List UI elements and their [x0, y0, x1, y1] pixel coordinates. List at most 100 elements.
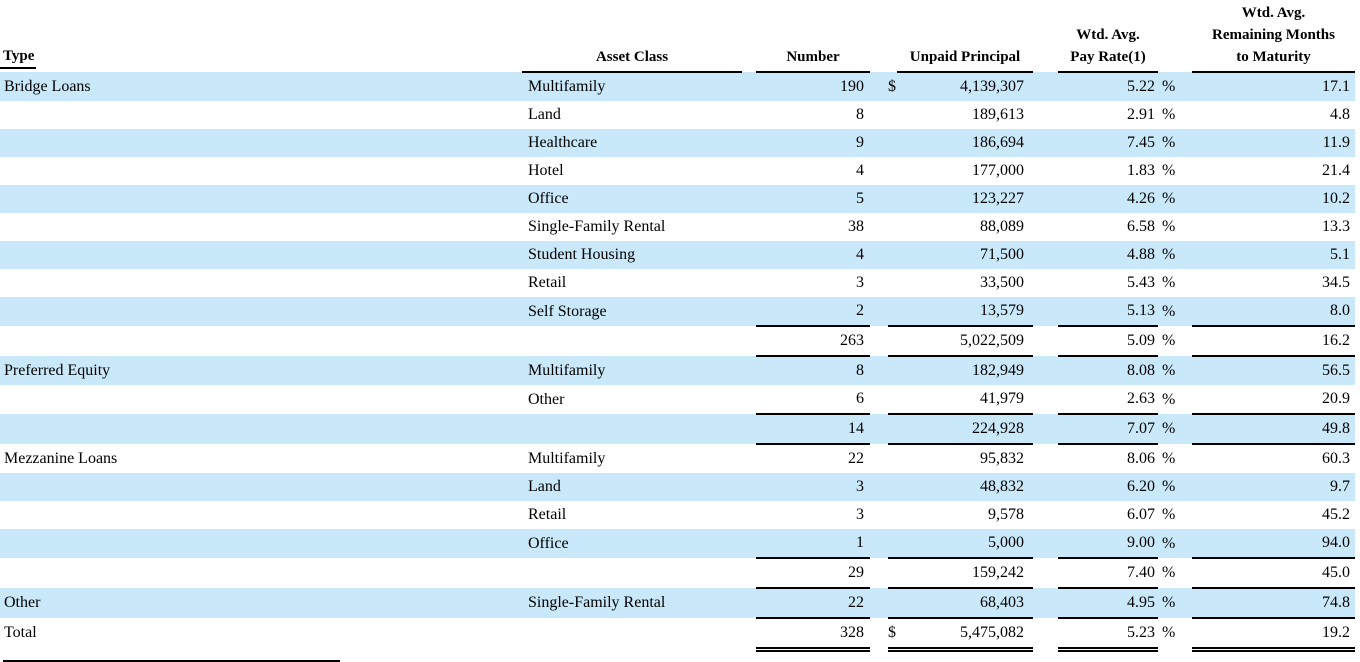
cell-pay-rate: 7.45: [1127, 134, 1155, 151]
cell-gap: [1180, 444, 1192, 473]
cell-unpaid-principal: 159,242: [897, 558, 1033, 589]
cell-dollar-sign: [888, 269, 897, 297]
cell-gap: [870, 157, 888, 185]
cell-gap: [870, 213, 888, 241]
cell-months-to-maturity: 13.3: [1322, 218, 1350, 235]
cell-months-to-maturity: 5.1: [1330, 246, 1350, 263]
cell-gap: [870, 356, 888, 385]
cell-percent-sign: %: [1162, 534, 1176, 552]
cell-gap: [742, 129, 756, 157]
cell-gap: [1180, 356, 1192, 385]
cell-unpaid-principal: 95,832: [980, 450, 1024, 467]
cell-asset-class: [522, 326, 742, 356]
cell-percent-sign: %: [1162, 302, 1176, 320]
double-rule-segment: [1180, 648, 1192, 651]
cell-unpaid-principal: 13,579: [897, 297, 1033, 327]
cell-unpaid-principal: 4,139,307: [960, 78, 1024, 95]
cell-pay-rate: 8.06: [1127, 450, 1155, 467]
cell-months-to-maturity: 45.2: [1322, 506, 1350, 523]
cell-unpaid-principal: 5,000: [897, 529, 1033, 559]
cell-type: [0, 326, 522, 356]
cell-gap: [1033, 356, 1058, 385]
cell-type: [0, 157, 522, 185]
cell-gap: [1180, 618, 1192, 648]
cell-number: 6: [756, 385, 870, 415]
cell-pay-rate: 4.26: [1127, 190, 1155, 207]
cell-gap: [1033, 501, 1058, 529]
cell-percent-sign: %: [1162, 390, 1176, 408]
cell-dollar-sign: [888, 356, 897, 385]
col-header-months-line1: Wtd. Avg.: [1241, 5, 1306, 21]
cell-percent-sign: %: [1162, 246, 1176, 263]
cell-type: [0, 185, 522, 213]
cell-gap: [870, 501, 888, 529]
cell-gap: [1180, 473, 1192, 501]
cell-gap: [742, 213, 756, 241]
cell-pay-rate: 1.83: [1127, 162, 1155, 179]
cell-percent-sign: %: [1162, 624, 1176, 641]
cell-pay-rate: 9.00: [1058, 529, 1158, 559]
cell-number: 8: [856, 106, 864, 123]
col-header-months-to-maturity: Wtd. Avg. Remaining Months to Maturity: [1192, 0, 1355, 73]
cell-gap: [1180, 129, 1192, 157]
cell-gap: [1033, 618, 1058, 648]
cell-number: 9: [856, 134, 864, 151]
cell-pay-rate: 4.88: [1127, 246, 1155, 263]
cell-gap: [1180, 213, 1192, 241]
cell-months-to-maturity: 74.8: [1192, 588, 1355, 619]
cell-gap: [742, 185, 756, 213]
cell-unpaid-principal: 41,979: [897, 385, 1033, 415]
cell-gap: [1033, 414, 1058, 444]
table-body: Bridge Loans Multifamily 190 $4,139,307 5.22…: [0, 72, 1355, 652]
cell-percent-sign: %: [1162, 420, 1176, 437]
double-rule-segment: [0, 648, 522, 651]
cell-percent-sign: %: [1162, 449, 1176, 467]
cell-number: 328: [840, 624, 864, 641]
cell-pay-rate: 6.58: [1127, 218, 1155, 235]
cell-months-to-maturity: 16.2: [1192, 326, 1355, 357]
cell-type: [0, 269, 522, 297]
cell-dollar-sign: [888, 501, 897, 529]
data-row: Hotel 4 177,000 1.83% 21.4: [0, 157, 1355, 185]
cell-gap: [870, 444, 888, 473]
cell-unpaid-principal: 5,022,509: [897, 326, 1033, 357]
cell-gap: [870, 72, 888, 101]
data-row: Other Single-Family Rental 22 68,403 4.95% 74…: [0, 588, 1355, 619]
col-header-type-label: Type: [0, 45, 37, 69]
cell-type: [0, 501, 522, 529]
col-header-number-label: Number: [786, 49, 840, 65]
col-header-number: Number: [756, 0, 870, 73]
header-percent-spacer: [1158, 0, 1180, 72]
cell-number: 3: [856, 506, 864, 523]
cell-unpaid-principal: 71,500: [980, 246, 1024, 263]
cell-dollar-sign: [888, 588, 897, 619]
cell-gap: [742, 501, 756, 529]
data-row: Land 8 189,613 2.91% 4.8: [0, 101, 1355, 129]
cell-gap: [742, 356, 756, 385]
cell-pay-rate: 5.22: [1127, 78, 1155, 95]
cell-percent-sign: %: [1162, 134, 1176, 151]
cell-gap: [1033, 269, 1058, 297]
cell-months-to-maturity: 34.5: [1322, 274, 1350, 291]
cell-months-to-maturity: 56.5: [1322, 362, 1350, 379]
cell-number: 1: [756, 529, 870, 559]
cell-gap: [742, 385, 756, 414]
cell-gap: [742, 558, 756, 588]
cell-number: 14: [756, 414, 870, 445]
cell-asset-class: Multifamily: [528, 78, 606, 95]
cell-asset-class: [522, 414, 742, 444]
double-rule-segment: [522, 648, 742, 651]
cell-months-to-maturity: 20.9: [1192, 385, 1355, 415]
double-rule-segment: [870, 648, 888, 651]
cell-asset-class: Single-Family Rental: [528, 218, 666, 235]
cell-gap: [1180, 558, 1192, 588]
cell-gap: [870, 326, 888, 356]
cell-months-to-maturity: 21.4: [1322, 162, 1350, 179]
cell-type: [0, 297, 522, 326]
col-header-unpaid-principal-label: Unpaid Principal: [909, 49, 1021, 65]
cell-months-to-maturity: 8.0: [1192, 297, 1355, 327]
col-header-pay-rate: Wtd. Avg. Pay Rate(1): [1058, 0, 1158, 73]
cell-dollar-sign: [888, 473, 897, 501]
cell-dollar-sign: [888, 529, 897, 559]
